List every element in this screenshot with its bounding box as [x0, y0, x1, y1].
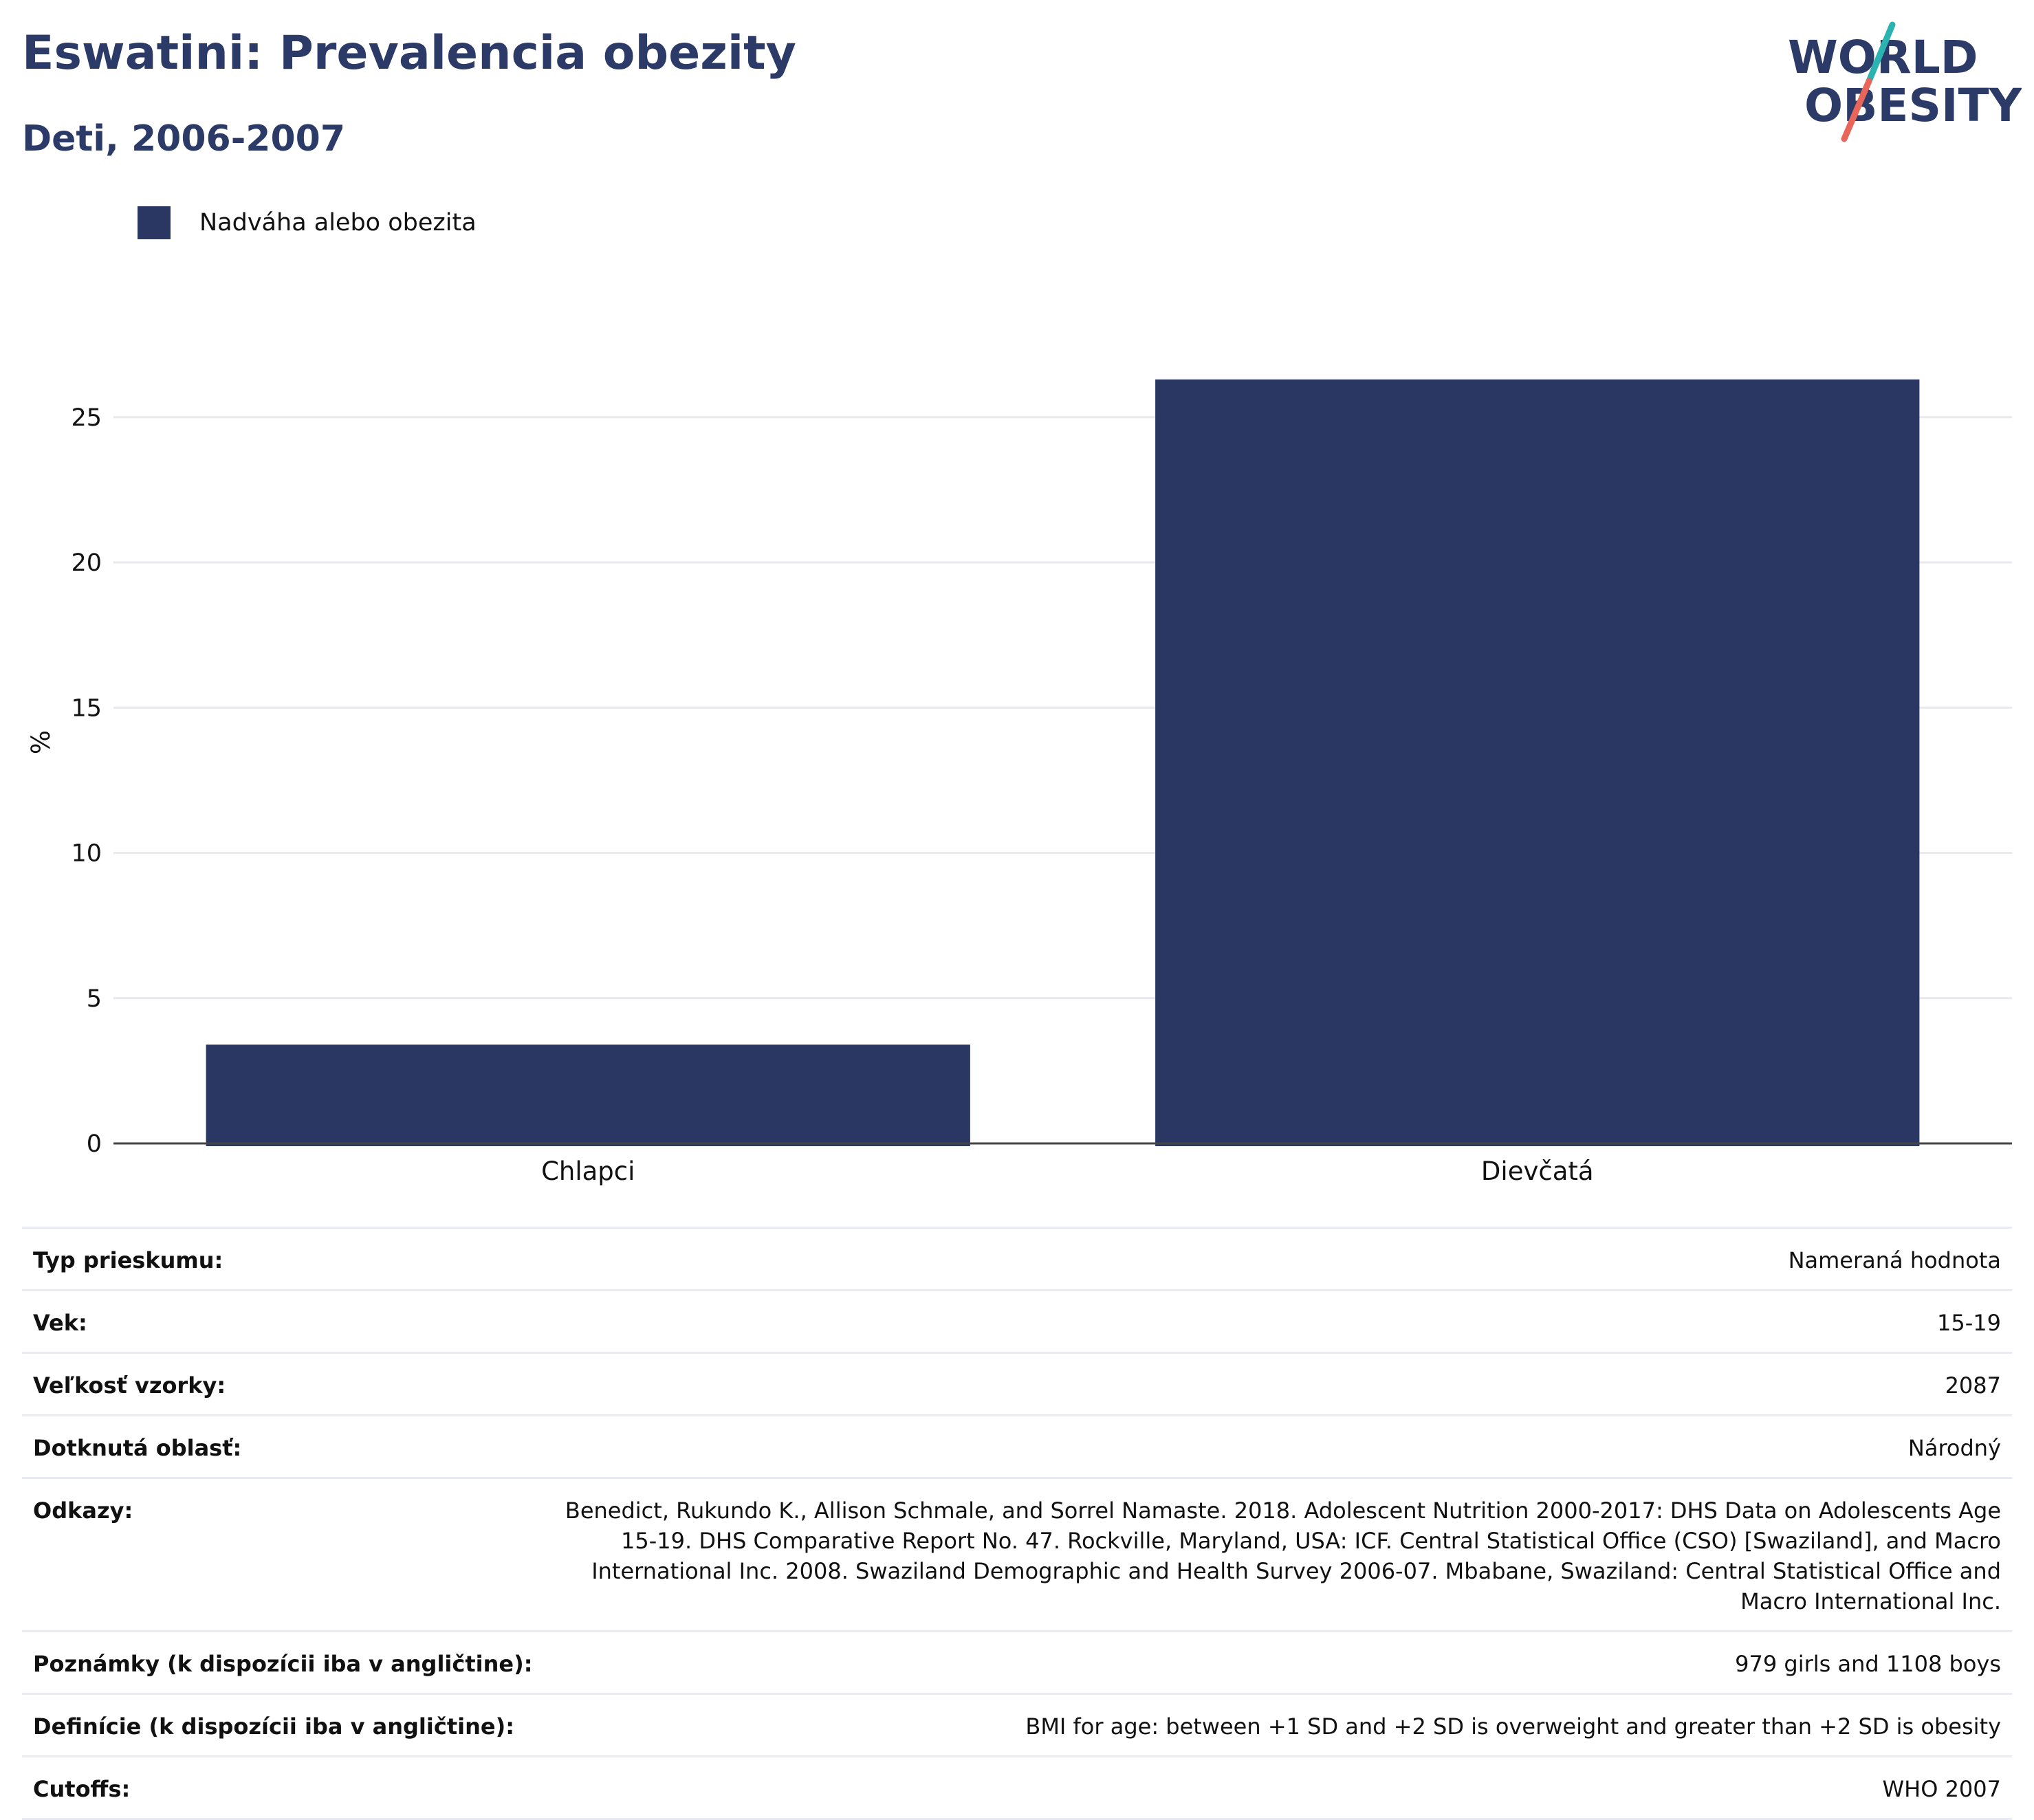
info-label: Odkazy: — [33, 1498, 133, 1524]
legend-swatch — [138, 206, 171, 239]
info-row: Odkazy: Benedict, Rukundo K., Allison Sch… — [22, 1478, 2012, 1632]
info-row: Veľkosť vzorky: 2087 — [22, 1352, 2012, 1416]
info-label: Definície (k dispozícii iba v angličtine… — [33, 1713, 514, 1740]
bar — [1155, 379, 1920, 1147]
info-row: Dotknutá oblasť: Národný — [22, 1415, 2012, 1478]
info-value: 15-19 — [1937, 1310, 2001, 1336]
x-tick-label: Chlapci — [541, 1156, 635, 1186]
y-tick-label: 20 — [71, 549, 102, 577]
chart-subtitle: Deti, 2006-2007 — [22, 118, 346, 160]
bar-chart: 0 5 10 15 20 25 Chlapci Dievčatá% — [26, 379, 2012, 1186]
logo-slash-bottom — [1841, 78, 1872, 142]
info-label: Vek: — [33, 1310, 87, 1336]
y-axis-title: % — [26, 730, 56, 754]
info-value: Národný — [1907, 1435, 2001, 1461]
info-value: Benedict, Rukundo K., Allison Schmale, a… — [565, 1498, 2001, 1614]
info-value: Nameraná hodnota — [1788, 1247, 2001, 1273]
legend-label: Nadváha alebo obezita — [199, 209, 477, 237]
info-value: WHO 2007 — [1882, 1776, 2002, 1802]
survey-info-table: Typ prieskumu: Nameraná hodnota Vek: 15-19 V… — [22, 1227, 2012, 1820]
info-row: Cutoffs: WHO 2007 — [22, 1756, 2012, 1819]
world-obesity-logo: WORLD OBESITY — [1788, 21, 2022, 142]
x-tick-label: Dievčatá — [1481, 1156, 1594, 1186]
logo-text-world: WORLD — [1788, 31, 1978, 84]
info-row: Poznámky (k dispozícii iba v angličtine)… — [22, 1631, 2012, 1694]
y-tick-label: 0 — [87, 1130, 102, 1158]
info-label: Poznámky (k dispozícii iba v angličtine)… — [33, 1651, 533, 1677]
bar — [206, 1044, 970, 1146]
info-value: BMI for age: between +1 SD and +2 SD is … — [1025, 1713, 2001, 1740]
info-label: Cutoffs: — [33, 1776, 131, 1802]
info-label: Veľkosť vzorky: — [33, 1372, 226, 1399]
y-tick-label: 15 — [71, 694, 102, 722]
chart-legend: Nadváha alebo obezita — [138, 206, 477, 239]
info-row: Vek: 15-19 — [22, 1290, 2012, 1353]
info-label: Dotknutá oblasť: — [33, 1435, 242, 1461]
chart-title: Eswatini: Prevalencia obezity — [22, 26, 796, 80]
info-value: 2087 — [1945, 1372, 2001, 1399]
info-label: Typ prieskumu: — [33, 1247, 223, 1273]
info-row: Typ prieskumu: Nameraná hodnota — [22, 1227, 2012, 1291]
y-tick-label: 5 — [87, 985, 102, 1013]
logo-slash-top — [1866, 21, 1896, 85]
y-tick-label: 25 — [71, 404, 102, 432]
logo-text-obesity: OBESITY — [1804, 79, 2022, 132]
y-tick-label: 10 — [71, 840, 102, 868]
info-value: 979 girls and 1108 boys — [1735, 1651, 2001, 1677]
info-row: Definície (k dispozícii iba v angličtine… — [22, 1693, 2012, 1757]
